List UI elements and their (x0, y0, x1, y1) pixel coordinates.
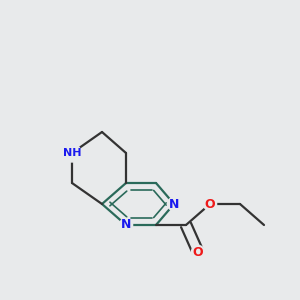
Circle shape (63, 144, 81, 162)
Text: O: O (193, 245, 203, 259)
Text: O: O (205, 197, 215, 211)
Text: N: N (121, 218, 131, 232)
Text: NH: NH (63, 148, 81, 158)
Text: N: N (169, 197, 179, 211)
Circle shape (119, 218, 133, 232)
Circle shape (167, 197, 181, 211)
Circle shape (203, 197, 217, 211)
Circle shape (191, 245, 205, 259)
